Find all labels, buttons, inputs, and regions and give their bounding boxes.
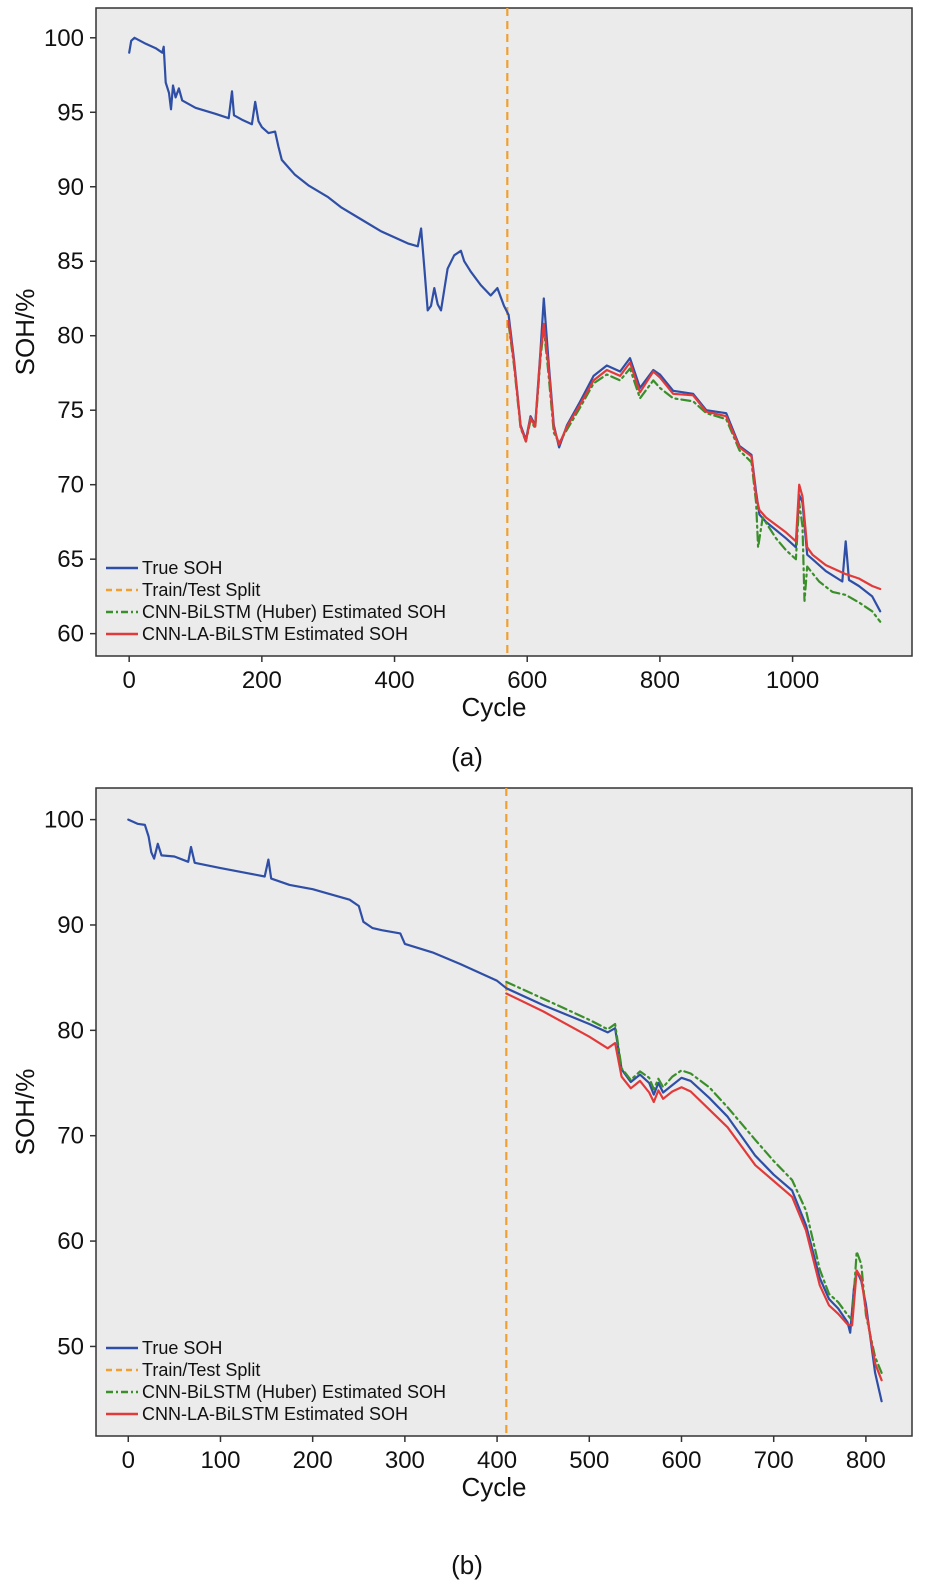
y-tick-label: 85	[57, 248, 84, 275]
x-tick-label: 800	[846, 1447, 886, 1474]
figure-caption: (b)	[451, 1550, 483, 1580]
x-tick-label: 200	[293, 1447, 333, 1474]
x-tick-label: 700	[754, 1447, 794, 1474]
series-layer	[128, 8, 882, 656]
plot-area	[95, 787, 913, 1437]
x-axis-title: Cycle	[461, 692, 526, 722]
x-tick-label: 500	[569, 1447, 609, 1474]
x-tick-label: 100	[200, 1447, 240, 1474]
y-axis-title: SOH/%	[10, 289, 40, 376]
x-tick-label: 200	[242, 667, 282, 694]
y-tick-label: 80	[57, 323, 84, 350]
legend-label: CNN-LA-BiLSTM Estimated SOH	[142, 624, 408, 644]
x-tick-label: 0	[122, 667, 135, 694]
y-tick-label: 75	[57, 397, 84, 424]
y-tick-label: 90	[57, 174, 84, 201]
series-line-cnn-la-bilstm	[507, 319, 882, 591]
x-tick-label: 0	[122, 1447, 135, 1474]
x-tick-label: 1000	[766, 667, 819, 694]
x-tick-label: 300	[385, 1447, 425, 1474]
y-tick-label: 80	[57, 1017, 84, 1044]
series-layer	[127, 788, 883, 1436]
y-tick-label: 60	[57, 1228, 84, 1255]
y-tick-label: 100	[44, 25, 84, 52]
x-tick-label: 400	[477, 1447, 517, 1474]
chart-b: 50 60 70 80 90 100 0 100 200 300 400 500 600 700 800 Cy…	[10, 787, 913, 1580]
legend-label: CNN-BiLSTM (Huber) Estimated SOH	[142, 602, 446, 622]
legend-label: Train/Test Split	[142, 1360, 260, 1380]
y-tick-label: 95	[57, 99, 84, 126]
series-line-cnn-la-bilstm	[505, 992, 883, 1382]
x-tick-label: 400	[375, 667, 415, 694]
plot-area	[95, 7, 913, 657]
x-tick-label: 800	[640, 667, 680, 694]
y-axis-title: SOH/%	[10, 1069, 40, 1156]
legend-label: True SOH	[142, 558, 222, 578]
series-line-true-soh	[127, 818, 883, 1403]
y-tick-label: 65	[57, 546, 84, 573]
figure-caption: (a)	[451, 742, 483, 772]
legend-label: Train/Test Split	[142, 580, 260, 600]
y-tick-label: 60	[57, 621, 84, 648]
legend-label: CNN-LA-BiLSTM Estimated SOH	[142, 1404, 408, 1424]
legend-label: True SOH	[142, 1338, 222, 1358]
x-tick-label: 600	[507, 667, 547, 694]
y-tick-label: 70	[57, 472, 84, 499]
legend-label: CNN-BiLSTM (Huber) Estimated SOH	[142, 1382, 446, 1402]
x-tick-label: 600	[661, 1447, 701, 1474]
y-tick-label: 50	[57, 1333, 84, 1360]
x-axis-title: Cycle	[461, 1472, 526, 1502]
y-tick-label: 90	[57, 912, 84, 939]
y-tick-label: 70	[57, 1123, 84, 1150]
y-tick-label: 100	[44, 807, 84, 834]
